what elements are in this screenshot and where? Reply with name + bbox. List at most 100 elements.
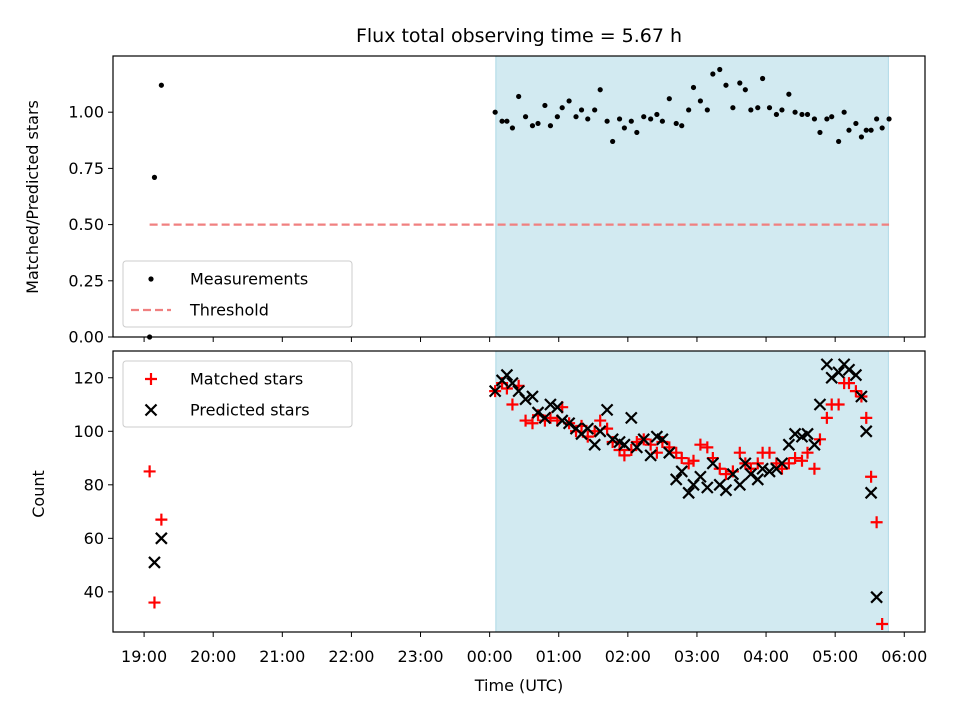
data-point xyxy=(616,116,623,122)
data-point xyxy=(858,134,865,140)
data-point xyxy=(701,481,714,494)
data-point xyxy=(860,411,873,424)
legend-box xyxy=(122,360,353,428)
data-point xyxy=(801,427,814,441)
data-point xyxy=(817,129,823,136)
data-point xyxy=(594,414,607,427)
data-point xyxy=(853,120,859,127)
data-point xyxy=(739,457,752,470)
data-point xyxy=(694,438,707,451)
data-point xyxy=(566,98,572,104)
data-point xyxy=(737,80,743,86)
data-point xyxy=(825,371,838,385)
chart-title: Flux total observing time = 5.67 h xyxy=(356,25,682,47)
data-point xyxy=(509,125,516,131)
data-point xyxy=(554,114,560,120)
y-tick-label: 0.25 xyxy=(68,271,104,290)
data-point xyxy=(682,486,695,500)
data-point xyxy=(644,438,657,451)
data-point xyxy=(865,470,878,483)
data-point xyxy=(555,414,569,427)
data-point xyxy=(748,107,754,113)
data-point xyxy=(863,127,869,133)
data-point xyxy=(820,411,833,424)
plot-frame xyxy=(112,350,926,633)
data-point xyxy=(820,358,834,371)
data-point xyxy=(792,109,798,115)
data-point xyxy=(155,532,168,545)
data-point xyxy=(849,368,863,382)
data-point xyxy=(592,107,598,113)
data-point xyxy=(789,452,802,465)
data-point xyxy=(529,123,536,129)
data-point xyxy=(868,127,874,133)
data-point xyxy=(641,114,647,120)
legend-label: Matched stars xyxy=(190,370,303,389)
x-tick-label: 05:00 xyxy=(812,647,858,666)
x-tick-label: 02:00 xyxy=(605,647,651,666)
data-point xyxy=(504,118,510,124)
data-point xyxy=(723,82,729,88)
data-point xyxy=(756,462,769,476)
data-point xyxy=(593,425,607,438)
x-axis-ticks: 19:00 20:00 21:00 22:00 23:00 00:00 01:00 02:00… xyxy=(121,647,927,666)
data-point xyxy=(588,438,601,451)
data-point xyxy=(585,116,591,122)
data-point xyxy=(500,368,514,382)
data-point xyxy=(836,138,842,145)
x-tick-label: 01:00 xyxy=(536,647,582,666)
series-measurements xyxy=(147,66,892,340)
data-point xyxy=(519,392,532,406)
y-tick-label: 120 xyxy=(73,368,104,387)
data-point xyxy=(675,452,688,465)
data-point xyxy=(648,116,654,122)
data-point xyxy=(600,403,614,417)
data-point xyxy=(158,82,164,88)
data-point xyxy=(573,114,579,120)
y-tick-label: 40 xyxy=(84,582,104,601)
data-point xyxy=(637,433,651,446)
data-point xyxy=(841,109,847,115)
x-tick-label: 00:00 xyxy=(467,647,513,666)
x-tick-label: 20:00 xyxy=(190,647,236,666)
legend-marker xyxy=(144,403,158,417)
x-axis-label: Time (UTC) xyxy=(474,676,563,695)
data-point xyxy=(811,116,818,122)
data-point xyxy=(795,454,808,467)
data-point xyxy=(710,71,716,77)
data-point xyxy=(742,87,748,93)
data-point xyxy=(846,127,852,133)
data-point xyxy=(679,123,685,129)
data-point xyxy=(666,96,672,102)
observing-window xyxy=(495,350,889,633)
data-point xyxy=(634,129,640,136)
y-tick-label: 1.00 xyxy=(68,103,104,122)
count-panel-ylabel: Count xyxy=(29,470,48,518)
data-point xyxy=(155,513,168,526)
data-point xyxy=(719,483,733,497)
data-point xyxy=(673,120,679,127)
data-point xyxy=(625,411,638,425)
legend-label: Measurements xyxy=(190,270,308,289)
data-point xyxy=(148,556,161,569)
data-point xyxy=(829,114,835,120)
data-point xyxy=(788,427,802,441)
data-point xyxy=(499,118,505,124)
legend-box xyxy=(122,260,353,328)
data-point xyxy=(876,617,889,630)
data-point xyxy=(701,441,714,454)
data-point xyxy=(531,406,545,419)
plot-frame xyxy=(112,55,926,338)
x-tick-label: 23:00 xyxy=(397,647,443,666)
data-point xyxy=(686,107,692,113)
data-point xyxy=(730,105,736,111)
count-panel: 40 60 80 100 120 Matched stars Predicted stars xyxy=(73,350,926,637)
data-point xyxy=(522,114,529,120)
data-point xyxy=(597,87,603,93)
data-point xyxy=(697,98,704,104)
data-point xyxy=(744,467,758,481)
data-point xyxy=(870,590,883,604)
data-point xyxy=(766,105,773,111)
data-point xyxy=(879,125,885,131)
data-point xyxy=(842,363,856,377)
